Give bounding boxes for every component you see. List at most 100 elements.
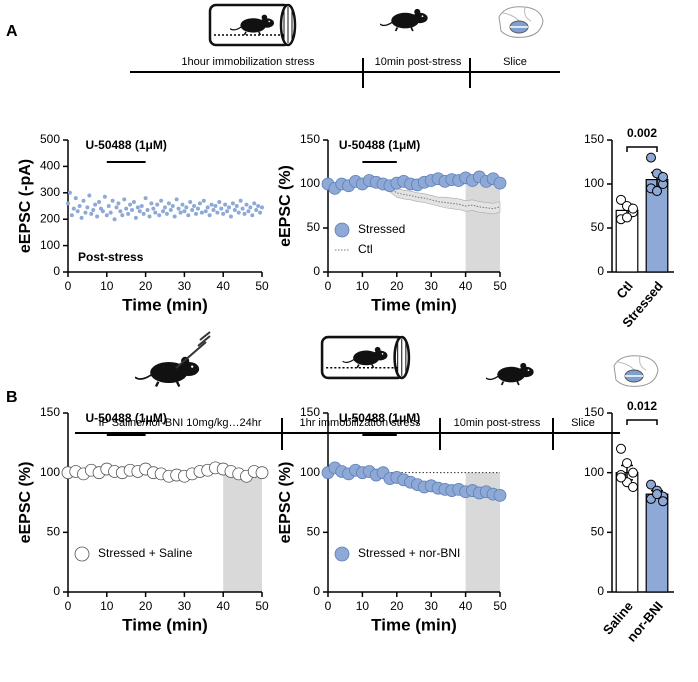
data-point xyxy=(244,202,249,207)
data-point xyxy=(79,215,84,220)
x-tick-label: Ctl xyxy=(613,278,636,301)
data-point xyxy=(178,210,183,215)
data-point xyxy=(106,204,111,208)
data-point xyxy=(252,201,257,206)
legend-label: Stressed + Saline xyxy=(98,546,193,560)
data-point xyxy=(66,201,70,206)
data-point xyxy=(126,211,131,216)
timeline-label: Slice xyxy=(571,417,595,429)
data-point xyxy=(164,211,169,216)
data-point xyxy=(83,210,88,215)
y-tick-label: 0 xyxy=(313,584,320,598)
shaded-region xyxy=(223,472,262,592)
data-point xyxy=(174,197,179,202)
x-tick-label: 0 xyxy=(325,599,332,613)
data-point xyxy=(219,206,224,211)
data-point xyxy=(137,209,142,214)
y-tick-label: 50 xyxy=(47,525,61,539)
data-point xyxy=(147,214,152,219)
data-point xyxy=(230,201,235,206)
data-point xyxy=(75,209,80,214)
significance-bracket xyxy=(626,419,658,425)
y-tick-label: 0 xyxy=(597,584,604,598)
data-point xyxy=(192,204,197,208)
data-point xyxy=(153,210,158,215)
data-point xyxy=(254,207,259,212)
data-point xyxy=(69,213,74,218)
data-point xyxy=(658,496,668,507)
significance-bracket xyxy=(626,146,658,152)
timeline-label: 10min post-stress xyxy=(375,56,462,68)
data-point xyxy=(215,210,220,215)
data-point xyxy=(85,205,90,210)
x-tick-label: 40 xyxy=(459,599,473,613)
x-tick-label: 30 xyxy=(178,599,192,613)
data-point xyxy=(260,205,264,210)
data-point xyxy=(242,211,247,216)
y-tick-label: 150 xyxy=(300,132,320,146)
data-point xyxy=(197,201,202,206)
data-point xyxy=(250,213,255,218)
panel-label: B xyxy=(6,389,18,406)
x-tick-label: 50 xyxy=(493,279,507,293)
data-point xyxy=(207,213,212,218)
data-point xyxy=(195,206,200,211)
legend-label: Ctl xyxy=(358,242,373,256)
x-tick-label: 0 xyxy=(65,599,72,613)
x-tick-label: 20 xyxy=(139,279,153,293)
data-point xyxy=(199,210,204,215)
data-point xyxy=(168,207,173,212)
y-tick-label: 400 xyxy=(40,159,60,173)
data-point xyxy=(135,205,140,210)
y-tick-label: 100 xyxy=(40,465,60,479)
data-point xyxy=(616,472,626,483)
y-tick-label: 50 xyxy=(307,525,321,539)
data-point xyxy=(93,202,98,207)
data-point xyxy=(228,214,233,219)
y-tick-label: 100 xyxy=(300,176,320,190)
data-point xyxy=(77,204,82,208)
data-point xyxy=(616,194,626,205)
data-point xyxy=(188,200,193,205)
x-tick-label: 0 xyxy=(65,279,72,293)
data-point xyxy=(232,207,237,212)
data-point xyxy=(104,213,109,218)
panel-label: A xyxy=(6,23,18,40)
timeline-label: Slice xyxy=(503,56,527,68)
data-point xyxy=(89,211,94,216)
x-tick-label: 50 xyxy=(255,599,269,613)
treatment-label: U-50488 (1μM) xyxy=(339,411,420,425)
data-point xyxy=(205,205,210,210)
x-axis-title: Time (min) xyxy=(122,615,208,634)
brain-slice-icon xyxy=(613,354,659,388)
y-tick-label: 100 xyxy=(300,465,320,479)
data-point xyxy=(203,209,208,214)
data-point xyxy=(71,206,76,211)
data-point xyxy=(255,466,269,480)
timeline-label: 10min post-stress xyxy=(454,417,541,429)
data-point xyxy=(131,200,136,205)
data-point xyxy=(118,209,123,214)
y-tick-label: 150 xyxy=(584,132,604,146)
mouse-icon xyxy=(486,362,535,386)
data-point xyxy=(91,207,96,212)
y-tick-label: 150 xyxy=(584,405,604,419)
x-tick-label: 30 xyxy=(425,279,439,293)
y-axis-title: eEPSC (-pA) xyxy=(17,159,34,253)
y-tick-label: 150 xyxy=(300,405,320,419)
data-point xyxy=(102,194,107,199)
restraint-tube-icon xyxy=(322,337,409,378)
brain-slice-icon xyxy=(498,5,544,39)
legend-marker xyxy=(334,546,350,562)
data-point xyxy=(151,206,156,211)
data-point xyxy=(646,152,656,163)
y-axis-title: eEPSC (%) xyxy=(17,462,34,544)
timeline-label: 1hr immobilization stress xyxy=(299,417,421,429)
data-point xyxy=(159,198,164,203)
data-point xyxy=(658,171,668,182)
data-point xyxy=(217,200,222,205)
y-tick-label: 150 xyxy=(40,405,60,419)
data-point xyxy=(122,197,127,202)
data-point xyxy=(240,206,245,211)
